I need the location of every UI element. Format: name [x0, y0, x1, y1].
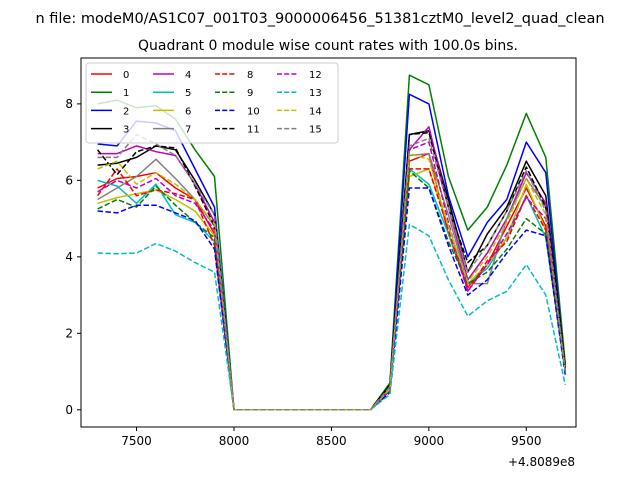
legend-label-11: 11 — [247, 125, 260, 136]
legend-label-9: 9 — [247, 88, 253, 99]
legend-label-14: 14 — [309, 106, 322, 117]
y-tick-label: 0 — [65, 403, 73, 417]
legend-label-15: 15 — [309, 125, 322, 136]
series-line-15 — [97, 133, 567, 411]
plot-area: 7500 8000 8500 9000 950002468012345678910111… — [65, 57, 577, 448]
x-tick-label: 9000 — [414, 434, 445, 448]
series-line-6 — [97, 168, 567, 411]
y-tick-label: 6 — [65, 173, 73, 187]
legend-label-10: 10 — [247, 106, 260, 117]
legend-label-5: 5 — [185, 88, 191, 99]
legend-label-6: 6 — [185, 106, 191, 117]
x-axis-offset-label: +4.8089e8 — [508, 455, 575, 469]
series-line-9 — [97, 170, 567, 411]
axes-frame — [80, 57, 577, 428]
x-tick-label: 8000 — [219, 434, 250, 448]
series-line-10 — [97, 187, 567, 411]
legend-label-2: 2 — [123, 106, 129, 117]
legend-label-13: 13 — [309, 88, 322, 99]
series-line-14 — [97, 152, 567, 411]
legend-label-12: 12 — [309, 70, 322, 81]
y-tick-label: 8 — [65, 97, 73, 111]
legend-label-8: 8 — [247, 70, 253, 81]
legend-label-3: 3 — [123, 125, 129, 136]
chart-title: Quadrant 0 module wise count rates with … — [138, 38, 518, 54]
y-tick-label: 4 — [65, 250, 73, 264]
y-tick-label: 2 — [65, 326, 73, 340]
x-tick-label: 7500 — [121, 434, 152, 448]
legend-label-0: 0 — [123, 70, 129, 81]
legend-label-7: 7 — [185, 125, 191, 136]
series-line-3 — [97, 129, 567, 411]
legend-box — [85, 62, 339, 144]
legend-label-4: 4 — [185, 70, 191, 81]
legend-label-1: 1 — [123, 88, 129, 99]
series-line-11 — [97, 131, 567, 411]
x-tick-label: 9500 — [511, 434, 542, 448]
series-line-8 — [96, 168, 567, 411]
figure-suptitle: n file: modeM0/AS1C07_001T03_9000006456_… — [35, 11, 604, 27]
series-line-5 — [97, 168, 567, 411]
series-line-13 — [97, 223, 567, 411]
x-tick-label: 8500 — [316, 434, 347, 448]
